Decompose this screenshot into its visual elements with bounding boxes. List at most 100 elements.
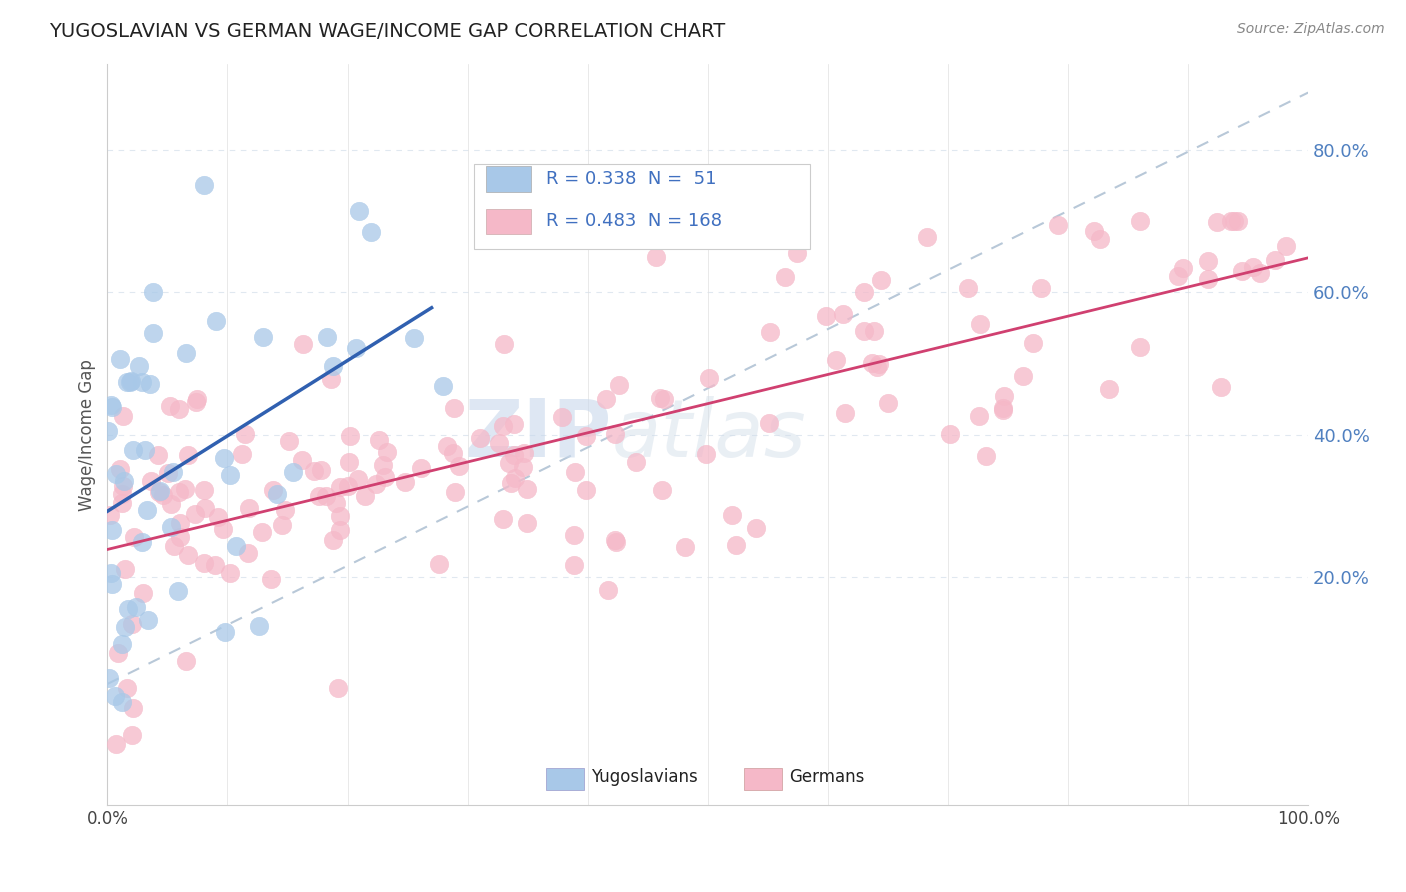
Point bbox=[204, 558, 226, 572]
Point bbox=[1128, 340, 1150, 354]
Point bbox=[291, 336, 314, 351]
Y-axis label: Wage/Income Gap: Wage/Income Gap bbox=[79, 359, 96, 510]
Point bbox=[325, 496, 347, 510]
FancyBboxPatch shape bbox=[474, 164, 810, 250]
Point bbox=[247, 618, 270, 632]
Point bbox=[97, 671, 120, 685]
Point bbox=[131, 535, 153, 549]
Point bbox=[120, 374, 142, 388]
Point bbox=[108, 351, 131, 366]
Point bbox=[142, 285, 165, 300]
Point bbox=[1263, 253, 1285, 268]
Point bbox=[1098, 382, 1121, 396]
Point bbox=[111, 637, 134, 651]
Point bbox=[157, 467, 180, 481]
Point bbox=[252, 329, 274, 343]
Point bbox=[785, 214, 807, 228]
Point bbox=[152, 488, 174, 502]
Point bbox=[786, 245, 808, 260]
Point bbox=[315, 490, 337, 504]
Point bbox=[207, 510, 229, 524]
Point bbox=[562, 558, 585, 572]
Point bbox=[862, 325, 884, 339]
Point bbox=[105, 467, 128, 481]
Point bbox=[304, 464, 326, 478]
Point bbox=[112, 409, 135, 423]
Point bbox=[1206, 215, 1229, 229]
Point bbox=[562, 528, 585, 542]
Point bbox=[122, 443, 145, 458]
Point bbox=[969, 317, 991, 331]
Point bbox=[231, 447, 253, 461]
Point bbox=[1088, 232, 1111, 246]
Point bbox=[1083, 225, 1105, 239]
Point bbox=[214, 451, 236, 466]
Point bbox=[605, 533, 627, 547]
Point bbox=[260, 572, 283, 586]
Point bbox=[278, 434, 301, 449]
Point bbox=[550, 409, 572, 424]
Point bbox=[447, 459, 470, 474]
Point bbox=[427, 558, 450, 572]
Point bbox=[169, 516, 191, 531]
Text: ZIP: ZIP bbox=[464, 395, 612, 474]
Point bbox=[104, 689, 127, 703]
Point bbox=[120, 375, 142, 389]
Text: Yugoslavians: Yugoslavians bbox=[592, 768, 697, 786]
Point bbox=[368, 433, 391, 447]
Point bbox=[868, 357, 890, 371]
Point bbox=[329, 480, 352, 494]
Point bbox=[1241, 260, 1264, 274]
Point bbox=[503, 417, 526, 432]
Point bbox=[974, 450, 997, 464]
Point bbox=[214, 624, 236, 639]
Point bbox=[101, 576, 124, 591]
Point bbox=[98, 508, 121, 522]
Point bbox=[101, 400, 124, 414]
Point bbox=[326, 681, 349, 696]
Point bbox=[252, 525, 274, 540]
Point bbox=[273, 502, 295, 516]
Point bbox=[1129, 214, 1152, 228]
Point bbox=[492, 512, 515, 526]
Point bbox=[695, 447, 717, 461]
Point bbox=[991, 401, 1014, 416]
Point bbox=[374, 469, 396, 483]
Point bbox=[238, 500, 260, 515]
Point bbox=[122, 701, 145, 715]
Text: Source: ZipAtlas.com: Source: ZipAtlas.com bbox=[1237, 22, 1385, 37]
Point bbox=[211, 522, 233, 536]
Point bbox=[354, 489, 377, 503]
Point bbox=[720, 508, 742, 522]
Point bbox=[1219, 214, 1241, 228]
Point bbox=[441, 446, 464, 460]
Point bbox=[262, 483, 284, 497]
Point bbox=[1031, 281, 1053, 295]
Point bbox=[186, 392, 208, 406]
Point bbox=[139, 376, 162, 391]
Point bbox=[322, 359, 344, 373]
Point bbox=[939, 426, 962, 441]
Point bbox=[860, 356, 883, 370]
Point bbox=[499, 476, 522, 491]
Point bbox=[1011, 369, 1033, 384]
Point bbox=[339, 429, 361, 443]
Point bbox=[186, 395, 208, 409]
Point bbox=[159, 399, 181, 413]
Point bbox=[825, 353, 848, 368]
Point bbox=[494, 337, 516, 351]
Point bbox=[759, 325, 782, 339]
Point bbox=[319, 371, 342, 385]
Point bbox=[205, 313, 228, 327]
Point bbox=[443, 401, 465, 415]
Point bbox=[117, 602, 139, 616]
Point bbox=[121, 616, 143, 631]
Point bbox=[360, 225, 382, 239]
Point bbox=[337, 455, 360, 469]
Point bbox=[111, 496, 134, 510]
FancyBboxPatch shape bbox=[546, 768, 583, 790]
Point bbox=[832, 307, 855, 321]
Point bbox=[1226, 214, 1249, 228]
Point bbox=[281, 466, 304, 480]
Point bbox=[394, 475, 416, 489]
